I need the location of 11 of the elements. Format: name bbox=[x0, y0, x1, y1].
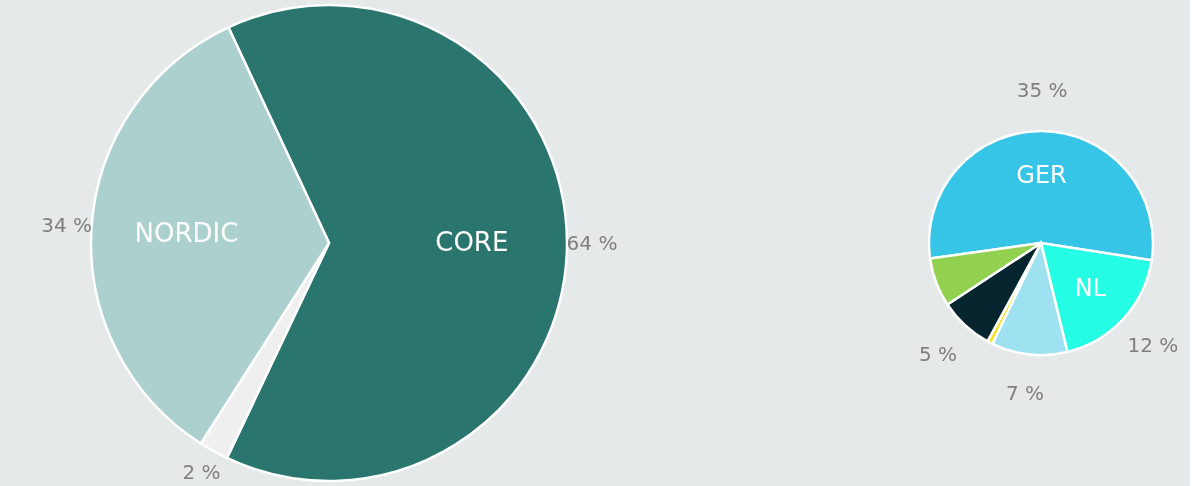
data-label: 5 % bbox=[919, 341, 958, 366]
data-label: 64 % bbox=[566, 230, 618, 255]
data-label: 35 % bbox=[1016, 78, 1068, 102]
data-label: 34 % bbox=[41, 212, 92, 237]
data-label: 12 % bbox=[1127, 332, 1179, 357]
slice-label: NORDIC bbox=[134, 217, 239, 248]
slice-label: CORE bbox=[435, 227, 509, 258]
data-label: 7 % bbox=[1005, 381, 1044, 406]
slice-label: GER bbox=[1016, 160, 1067, 189]
data-label: 2 % bbox=[182, 460, 221, 485]
slice-label: NL bbox=[1074, 273, 1107, 302]
